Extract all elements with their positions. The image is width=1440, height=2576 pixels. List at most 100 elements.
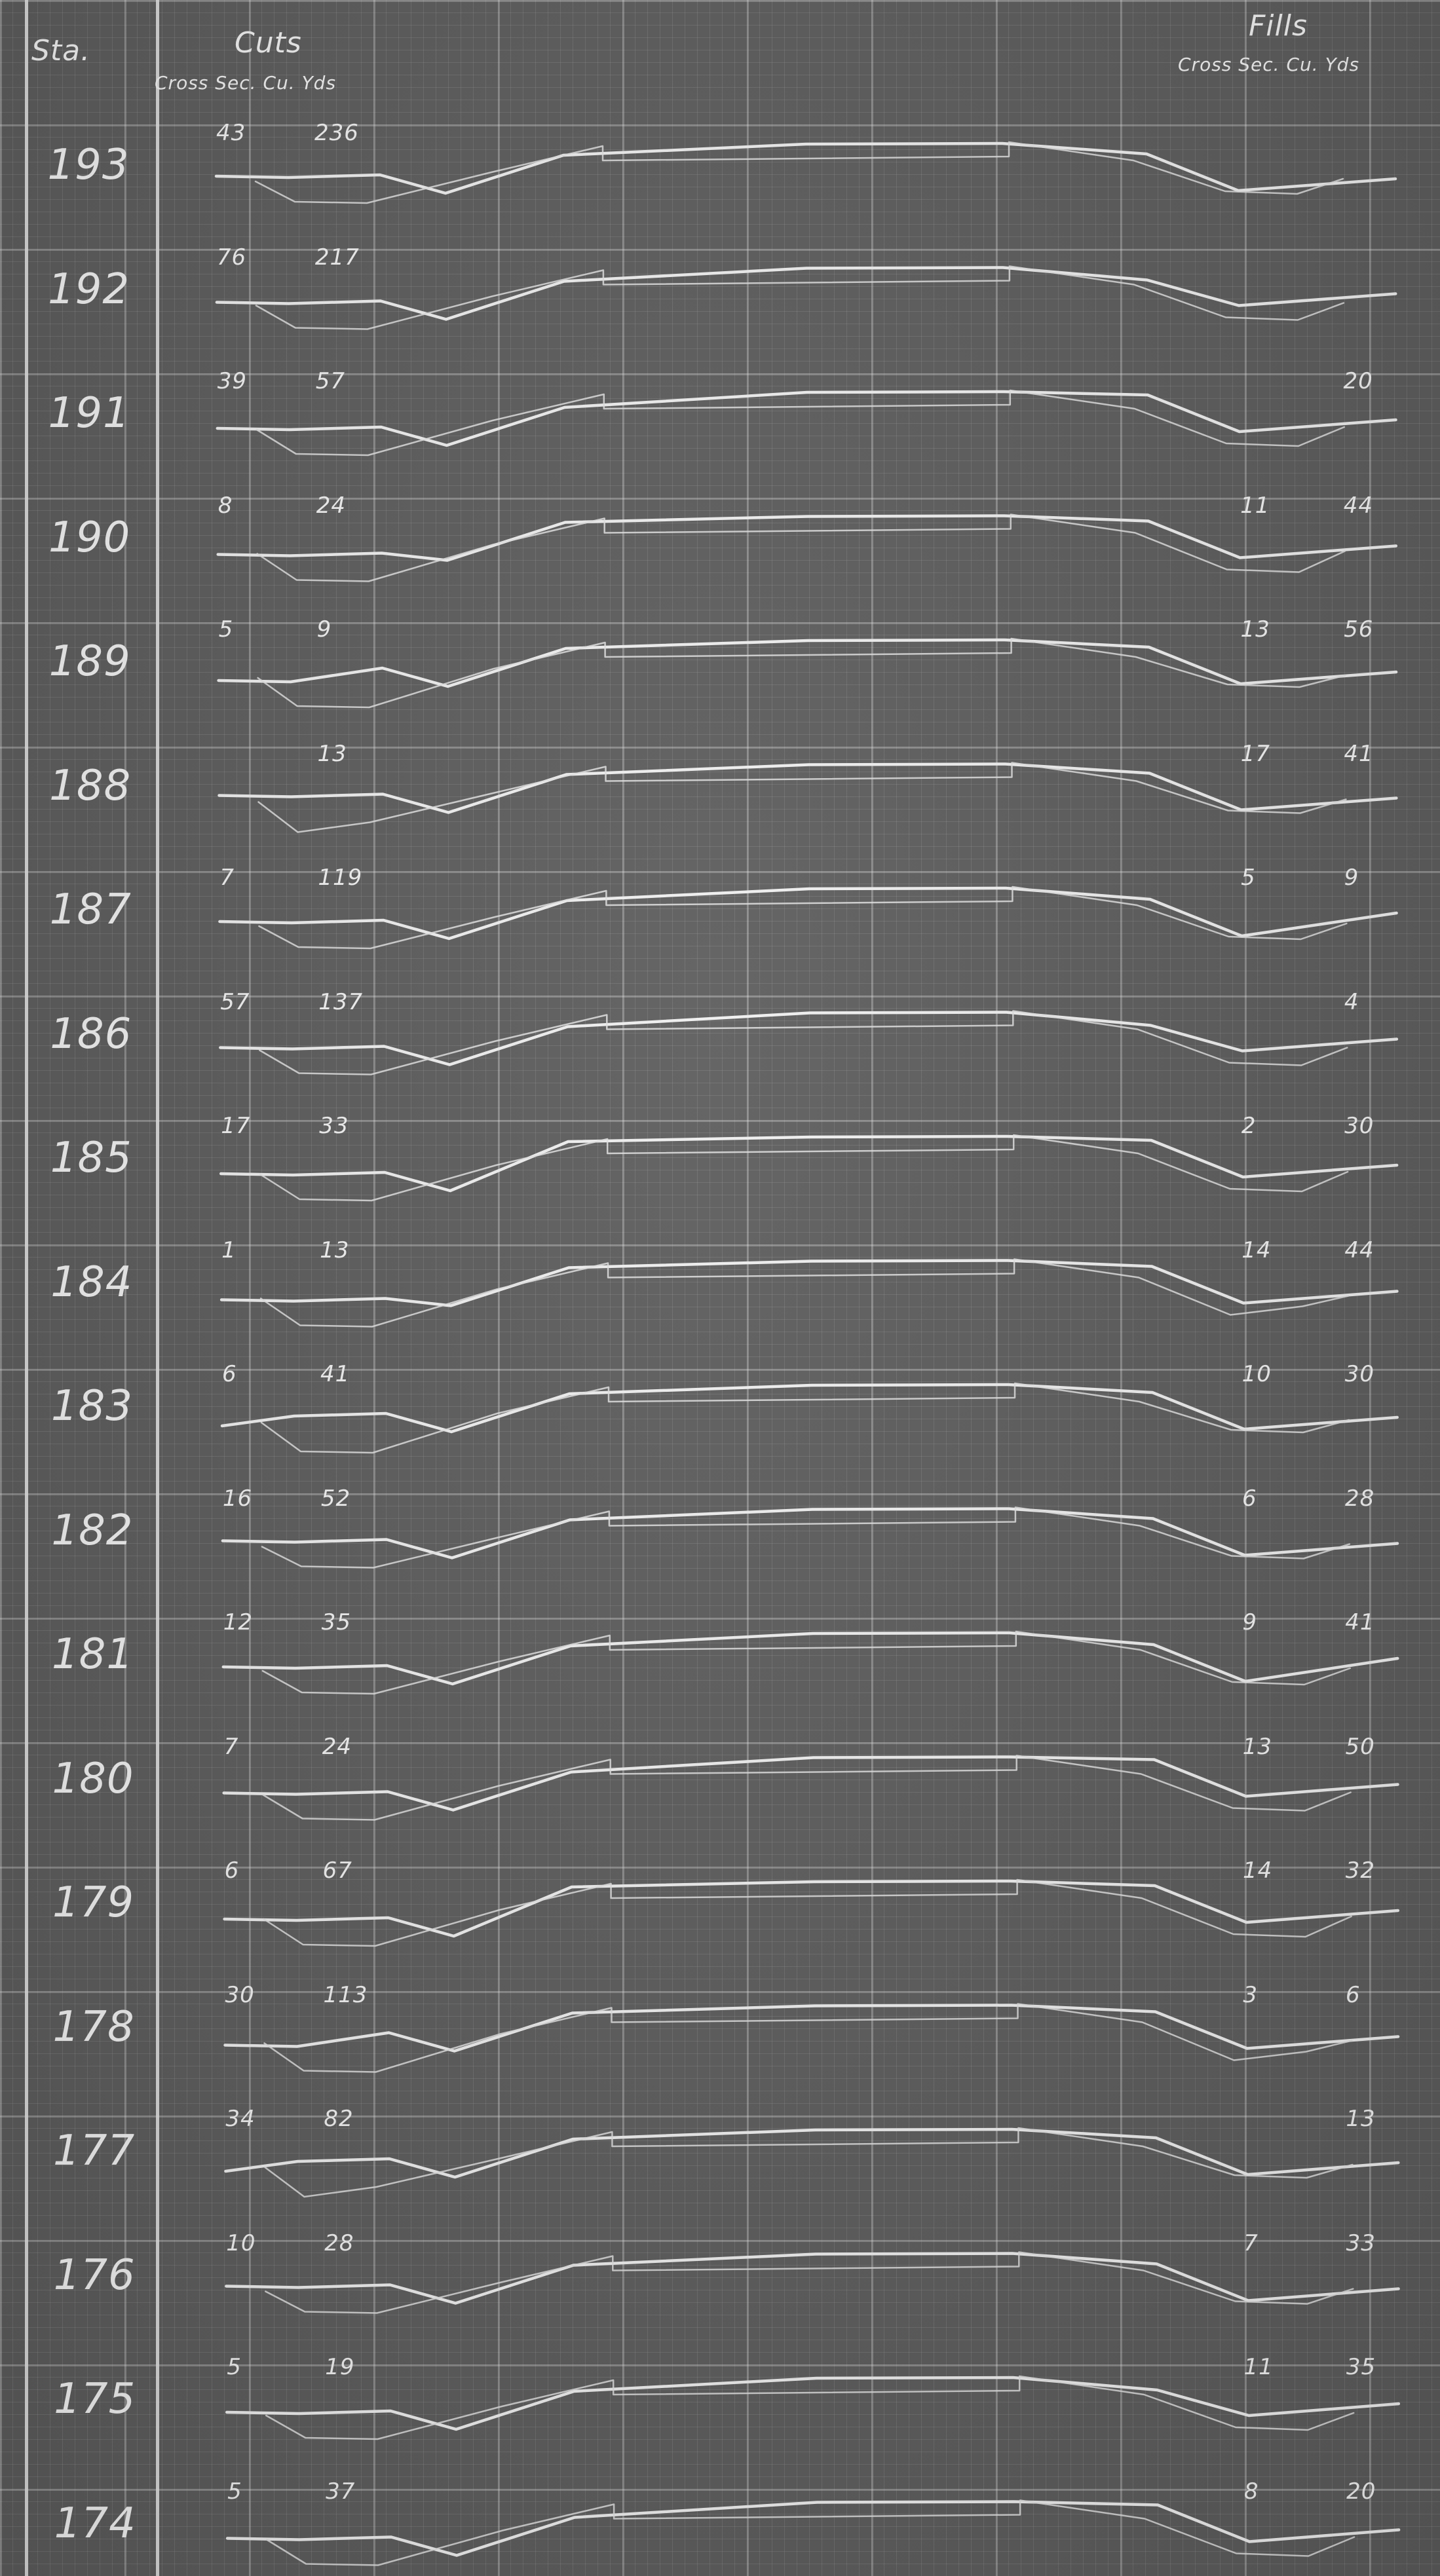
fill-cross-section: 9 [1242, 1609, 1257, 1635]
fill-cubic-yards: 35 [1346, 2354, 1376, 2380]
ground-profile-line [218, 886, 1398, 941]
station-number: 175 [54, 2375, 136, 2423]
station-number: 190 [48, 513, 131, 562]
cut-cubic-yards: 19 [325, 2354, 355, 2380]
cut-cross-section: 16 [222, 1485, 253, 1512]
cut-cubic-yards: 24 [322, 1733, 352, 1760]
design-template-line [263, 1878, 1352, 1947]
fill-cubic-yards: 44 [1344, 1237, 1374, 1263]
fill-cubic-yards: 20 [1343, 368, 1373, 394]
left-border-rule [25, 0, 28, 2576]
station-number: 176 [53, 2250, 136, 2300]
ground-profile-line [216, 514, 1398, 562]
cut-cubic-yards: 13 [317, 740, 347, 767]
ground-profile-line [223, 1879, 1400, 1938]
fill-cross-section: 5 [1241, 865, 1256, 891]
cut-cross-section: 7 [219, 865, 235, 891]
station-number: 185 [50, 1134, 132, 1182]
fill-cubic-yards: 4 [1344, 988, 1359, 1015]
fill-cubic-yards: 32 [1345, 1857, 1376, 1884]
design-template-line [259, 1010, 1348, 1075]
cut-cross-section: 5 [218, 616, 234, 643]
cut-cross-section: 6 [222, 1361, 237, 1387]
station-number: 180 [52, 1754, 134, 1803]
station-number: 183 [50, 1382, 133, 1430]
fill-cross-section: 11 [1243, 2354, 1274, 2380]
cut-cross-section: 1 [221, 1237, 237, 1263]
design-template-line [255, 265, 1345, 330]
fill-cross-section: 8 [1243, 2478, 1259, 2505]
fill-cubic-yards: 50 [1345, 1733, 1375, 1760]
design-template-line [259, 1258, 1350, 1328]
fill-cubic-yards: 6 [1346, 1981, 1361, 2008]
station-number: 191 [48, 389, 130, 438]
cut-cubic-yards: 28 [324, 2230, 354, 2256]
station-number: 174 [54, 2499, 136, 2548]
cut-cross-section: 30 [225, 1981, 255, 2008]
cut-cross-section: 6 [224, 1857, 240, 1884]
station-number: 179 [52, 1878, 135, 1927]
fill-cross-section: 14 [1243, 1857, 1273, 1884]
fill-cross-section: 2 [1241, 1113, 1257, 1139]
cut-cross-section: 8 [218, 492, 233, 519]
design-template-line [265, 2251, 1354, 2314]
station-number: 193 [47, 141, 130, 189]
fill-cross-section: 7 [1243, 2230, 1259, 2256]
station-column-header: Sta. [31, 34, 91, 67]
fills-subheader: Cross Sec. Cu. Yds [1178, 54, 1360, 75]
fill-cross-section: 13 [1240, 616, 1270, 643]
cut-cubic-yards: 24 [316, 492, 346, 519]
cut-cubic-yards: 35 [321, 1609, 352, 1635]
ground-profile-line [218, 762, 1398, 814]
cut-cubic-yards: 67 [322, 1857, 352, 1884]
design-template-line [262, 1755, 1352, 1821]
design-template-line [265, 2499, 1355, 2566]
fill-cubic-yards: 44 [1343, 492, 1374, 519]
fill-cross-section: 17 [1240, 740, 1271, 767]
fill-cubic-yards: 9 [1344, 865, 1359, 891]
fill-cubic-yards: 30 [1344, 1113, 1374, 1139]
fill-cubic-yards: 41 [1345, 1609, 1375, 1635]
ground-profile-line [224, 2127, 1400, 2179]
station-number: 186 [50, 1009, 132, 1058]
station-column-rule [156, 0, 159, 2576]
fills-header: Fills [1249, 9, 1308, 43]
design-template-line [256, 389, 1346, 457]
cut-cross-section: 34 [225, 2106, 256, 2132]
design-template-line [260, 1382, 1350, 1454]
ground-profile-line [225, 2376, 1401, 2431]
cut-cubic-yards: 33 [319, 1113, 349, 1139]
cut-cross-section: 12 [223, 1609, 254, 1635]
ground-profile-line [214, 141, 1397, 195]
design-template-line [256, 513, 1346, 582]
ground-profile-line [219, 1134, 1399, 1193]
cut-cubic-yards: 13 [320, 1237, 350, 1263]
cut-cross-section: 43 [216, 120, 246, 146]
fill-cross-section: 13 [1242, 1733, 1272, 1760]
fill-cross-section: 14 [1241, 1237, 1272, 1263]
station-number: 189 [48, 637, 131, 686]
ground-profile-line [220, 1383, 1399, 1434]
fill-cross-section: 10 [1241, 1361, 1272, 1387]
design-template-line [257, 637, 1346, 709]
cuts-subheader: Cross Sec. Cu. Yds [155, 72, 337, 94]
design-template-line [261, 1506, 1351, 1569]
cut-cubic-yards: 113 [323, 1981, 368, 2008]
design-template-line [258, 886, 1348, 950]
cut-cubic-yards: 82 [324, 2106, 354, 2132]
design-template-line [264, 2127, 1354, 2198]
station-number: 177 [53, 2127, 136, 2175]
fill-cubic-yards: 13 [1346, 2106, 1376, 2132]
cut-cubic-yards: 57 [315, 368, 346, 394]
cut-cubic-yards: 37 [326, 2478, 356, 2505]
fill-cubic-yards: 28 [1344, 1485, 1375, 1512]
fill-cubic-yards: 41 [1344, 740, 1374, 767]
cuts-header: Cuts [235, 26, 302, 60]
design-template-line [257, 762, 1347, 833]
cut-cubic-yards: 137 [318, 988, 364, 1015]
cut-cross-section: 7 [223, 1733, 239, 1760]
fill-cubic-yards: 33 [1346, 2230, 1376, 2256]
station-number: 192 [47, 265, 130, 314]
cut-cubic-yards: 41 [320, 1361, 351, 1387]
